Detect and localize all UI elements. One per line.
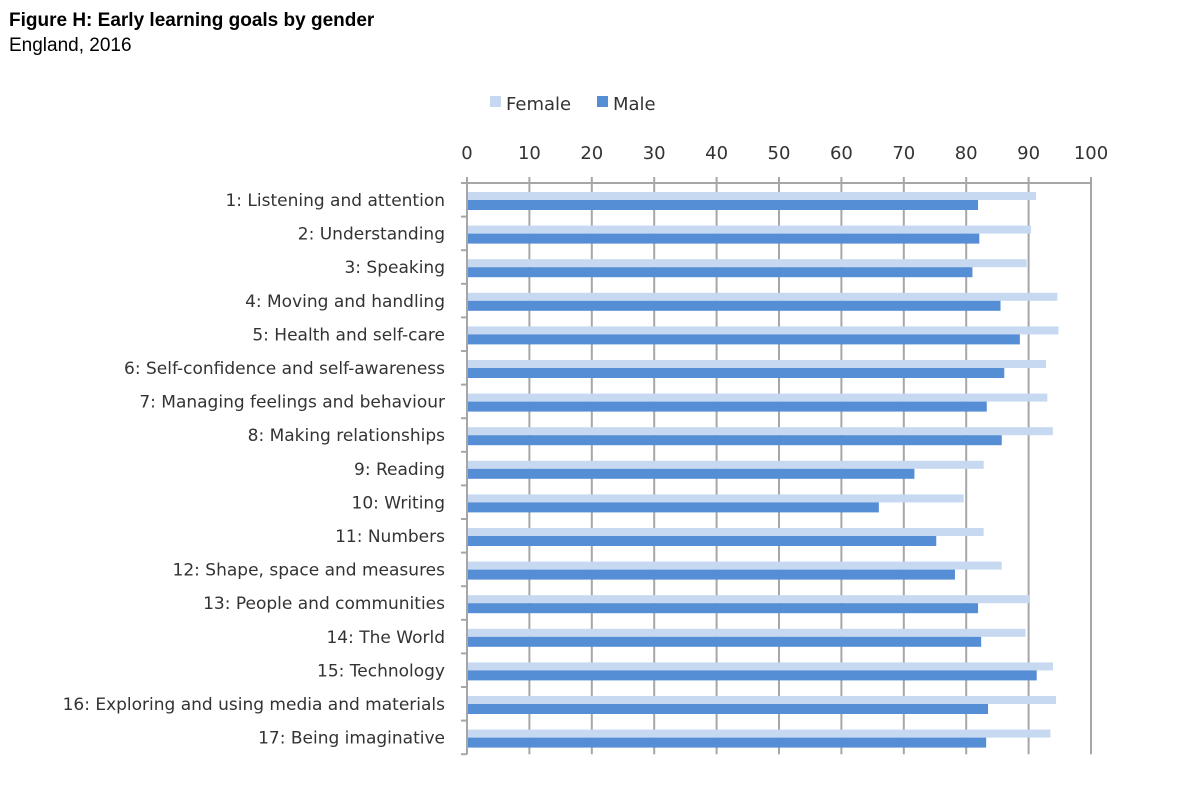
x-tick-label: 0 xyxy=(461,143,472,164)
category-label: 8: Making relationships xyxy=(248,426,445,446)
x-tick-label: 20 xyxy=(580,143,603,164)
bar-female xyxy=(468,696,1057,704)
chart-title: Figure H: Early learning goals by gender xyxy=(9,10,375,31)
bar-female xyxy=(468,662,1053,671)
bar-female xyxy=(468,595,1030,604)
category-label: 1: Listening and attention xyxy=(225,191,445,211)
x-tick-label: 90 xyxy=(1017,143,1040,164)
category-label: 5: Health and self-care xyxy=(252,325,445,345)
bar-male xyxy=(468,704,989,714)
category-label: 15: Technology xyxy=(317,661,445,681)
bar-male xyxy=(468,502,879,513)
category-label: 4: Moving and handling xyxy=(245,292,445,312)
x-tick-label: 70 xyxy=(892,143,915,164)
legend-label-male: Male xyxy=(613,94,656,115)
x-tick-label: 100 xyxy=(1074,143,1108,164)
bar-male xyxy=(468,435,1002,446)
bar-female xyxy=(468,561,1002,570)
category-label: 16: Exploring and using media and materi… xyxy=(63,695,446,715)
bar-female xyxy=(468,360,1047,368)
x-tick-label: 40 xyxy=(705,143,728,164)
bar-male xyxy=(468,737,987,748)
bar-female xyxy=(468,528,984,536)
bar-female xyxy=(468,326,1059,335)
chart-subtitle: England, 2016 xyxy=(9,35,132,56)
x-tick-label: 10 xyxy=(518,143,541,164)
category-label: 17: Being imaginative xyxy=(258,729,445,749)
bar-male xyxy=(468,569,955,580)
category-label: 13: People and communities xyxy=(203,594,445,614)
category-label: 11: Numbers xyxy=(335,527,445,547)
bar-male xyxy=(468,536,937,546)
bar-male xyxy=(468,468,915,479)
legend-swatch-female xyxy=(490,96,501,107)
bar-male xyxy=(468,670,1037,681)
bar-female xyxy=(468,393,1048,402)
bar-male xyxy=(468,300,1001,311)
x-tick-label: 30 xyxy=(643,143,666,164)
legend-swatch-male xyxy=(597,96,608,107)
bar-female xyxy=(468,494,964,503)
category-label: 12: Shape, space and measures xyxy=(173,561,446,581)
bar-female xyxy=(468,729,1051,738)
bar-male xyxy=(468,334,1020,345)
bar-male xyxy=(468,233,980,244)
x-tick-label: 50 xyxy=(768,143,791,164)
category-label: 10: Writing xyxy=(352,493,445,513)
bar-female xyxy=(468,427,1053,436)
bar-female xyxy=(468,292,1058,301)
category-label: 9: Reading xyxy=(354,460,445,480)
category-label: 6: Self-confidence and self-awareness xyxy=(124,359,445,379)
legend-label-female: Female xyxy=(506,94,571,115)
bar-male xyxy=(468,267,973,278)
x-tick-label: 60 xyxy=(830,143,853,164)
category-label: 2: Understanding xyxy=(298,225,445,245)
category-label: 3: Speaking xyxy=(344,258,445,278)
x-tick-label: 80 xyxy=(955,143,978,164)
bar-female xyxy=(468,225,1032,234)
bar-female xyxy=(468,259,1027,268)
bar-female xyxy=(468,628,1026,637)
category-label: 7: Managing feelings and behaviour xyxy=(139,393,445,413)
bar-female xyxy=(468,460,984,469)
bar-male xyxy=(468,200,979,210)
bar-female xyxy=(468,192,1037,200)
bar-male xyxy=(468,401,987,412)
bar-male xyxy=(468,368,1005,378)
category-label: 14: The World xyxy=(326,628,445,648)
bar-male xyxy=(468,636,982,647)
bar-male xyxy=(468,603,979,614)
